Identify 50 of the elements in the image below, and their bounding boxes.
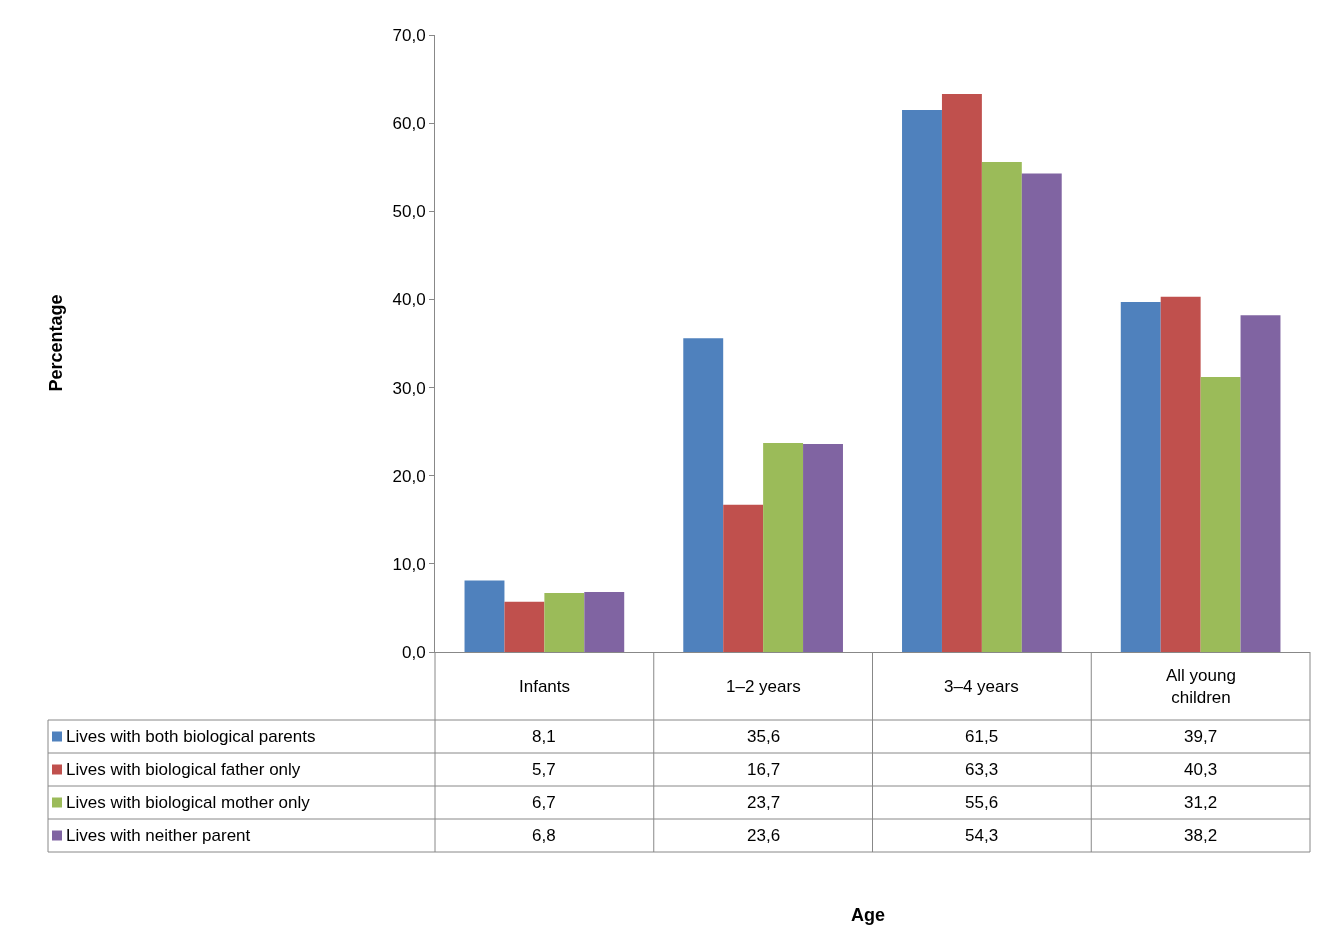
data-label: 35,6 bbox=[747, 727, 781, 746]
bar bbox=[981, 161, 1022, 652]
x-tick-label: Infants bbox=[519, 677, 571, 696]
bar bbox=[1120, 302, 1161, 652]
y-tick-label: 70,0 bbox=[392, 25, 426, 45]
data-label: 40,3 bbox=[1184, 760, 1218, 779]
y-tick-label: 60,0 bbox=[392, 114, 426, 134]
bar bbox=[544, 592, 585, 652]
data-label: 39,7 bbox=[1184, 727, 1218, 746]
y-tick-label: 20,0 bbox=[392, 466, 426, 486]
data-label: 8,1 bbox=[532, 727, 556, 746]
bar bbox=[504, 601, 545, 652]
data-label: 23,7 bbox=[747, 793, 781, 812]
x-tick-label: All young children bbox=[1166, 666, 1236, 708]
legend-label: Lives with biological mother only bbox=[66, 793, 311, 812]
data-label: 61,5 bbox=[965, 727, 999, 746]
legend-label: Lives with neither parent bbox=[66, 826, 251, 845]
bar bbox=[1200, 376, 1241, 652]
legend-label: Lives with both biological parents bbox=[66, 727, 316, 746]
data-label: 31,2 bbox=[1184, 793, 1218, 812]
bar bbox=[723, 504, 764, 652]
data-label: 16,7 bbox=[747, 760, 781, 779]
y-tick-label: 30,0 bbox=[392, 378, 426, 398]
bar bbox=[902, 109, 942, 652]
x-tick-label: 1–2 years bbox=[726, 677, 801, 696]
text: Age bbox=[851, 905, 886, 925]
data-label: 6,8 bbox=[532, 826, 556, 845]
bar bbox=[1021, 173, 1062, 652]
bar bbox=[1160, 296, 1201, 652]
y-tick-label: 10,0 bbox=[392, 554, 426, 574]
bar bbox=[584, 592, 625, 652]
bar bbox=[941, 94, 982, 652]
y-tick-label: 40,0 bbox=[392, 290, 426, 310]
data-label: 63,3 bbox=[965, 760, 999, 779]
bar bbox=[683, 338, 724, 652]
bar bbox=[1240, 315, 1281, 652]
legend-label: Lives with biological father only bbox=[66, 760, 301, 779]
bar bbox=[763, 443, 804, 652]
x-tick-label: 3–4 years bbox=[944, 677, 1019, 696]
bar bbox=[803, 443, 843, 652]
data-label: 54,3 bbox=[965, 826, 999, 845]
bar bbox=[464, 580, 505, 652]
y-tick-label: 50,0 bbox=[392, 202, 426, 222]
y-tick-label: 0,0 bbox=[401, 642, 426, 662]
data-label: 38,2 bbox=[1184, 826, 1218, 845]
data-label: 5,7 bbox=[532, 760, 556, 779]
data-label: 23,6 bbox=[747, 826, 781, 845]
data-label: 55,6 bbox=[965, 793, 999, 812]
data-label: 6,7 bbox=[532, 793, 556, 812]
text: Percentage bbox=[45, 294, 66, 392]
